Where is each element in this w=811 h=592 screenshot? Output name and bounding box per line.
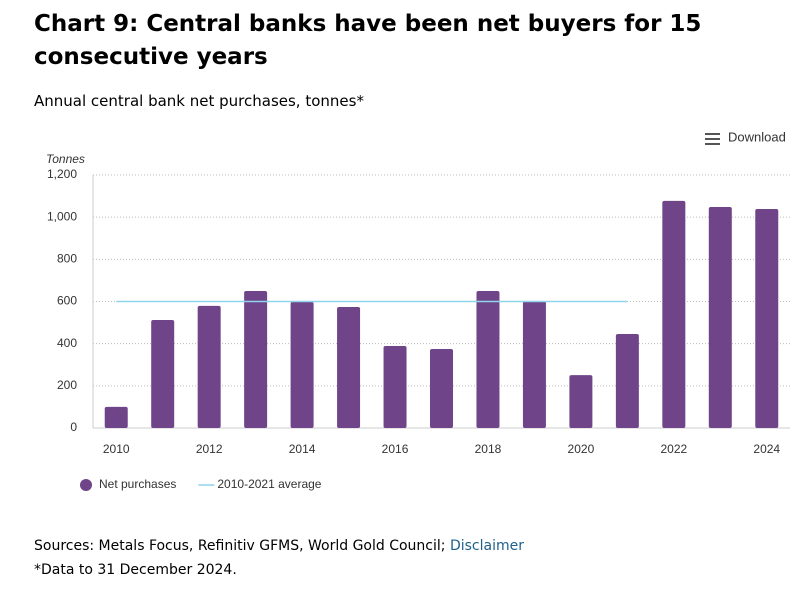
bar <box>430 348 453 428</box>
y-axis-label: Tonnes <box>46 152 85 166</box>
x-tick-label: 2018 <box>475 442 502 456</box>
bar <box>290 301 314 428</box>
y-tick-label: 1,000 <box>47 209 77 223</box>
menu-icon <box>705 138 720 140</box>
download-button[interactable]: Download <box>705 129 786 145</box>
legend-symbol <box>80 479 92 491</box>
bar <box>337 306 361 428</box>
y-tick-label: 400 <box>57 336 77 350</box>
x-tick-label: 2020 <box>568 442 595 456</box>
legend-label: Net purchases <box>99 477 176 491</box>
bar <box>104 406 128 428</box>
legend-label: 2010-2021 average <box>217 477 321 491</box>
bar <box>197 305 221 428</box>
y-tick-label: 1,200 <box>47 167 77 181</box>
subtitle: Annual central bank net purchases, tonne… <box>34 92 364 110</box>
bar <box>383 345 407 428</box>
x-tick-label: 2016 <box>382 442 409 456</box>
menu-icon <box>705 143 720 145</box>
x-tick-label: 2010 <box>103 442 130 456</box>
bar <box>151 320 175 428</box>
bar <box>476 290 500 428</box>
bar <box>522 301 546 428</box>
bar <box>755 208 779 428</box>
disclaimer-link[interactable]: Disclaimer <box>449 538 524 554</box>
x-tick-label: 2012 <box>196 442 223 456</box>
bar <box>569 375 593 428</box>
note: *Data to 31 December 2024. <box>34 562 237 578</box>
x-tick-label: 2014 <box>289 442 316 456</box>
y-tick-label: 800 <box>57 252 77 266</box>
y-tick-label: 200 <box>57 378 77 392</box>
y-tick-label: 600 <box>57 294 77 308</box>
sources: Sources: Metals Focus, Refinitiv GFMS, W… <box>34 538 524 554</box>
bar <box>615 333 639 428</box>
menu-icon <box>705 133 720 135</box>
bar <box>708 207 732 428</box>
bar <box>662 200 686 428</box>
y-tick-label: 0 <box>70 420 77 434</box>
bar <box>244 290 268 428</box>
download-label[interactable]: Download <box>728 129 786 144</box>
chart: Download Tonnes 0 200 400 600 800 1,000 1,200 2… <box>46 129 790 491</box>
sources-text: Sources: Metals Focus, Refinitiv GFMS, W… <box>34 538 446 554</box>
title: Chart 9: Central banks have been net buy… <box>34 11 702 70</box>
x-tick-label: 2024 <box>753 442 780 456</box>
x-tick-label: 2022 <box>660 442 687 456</box>
